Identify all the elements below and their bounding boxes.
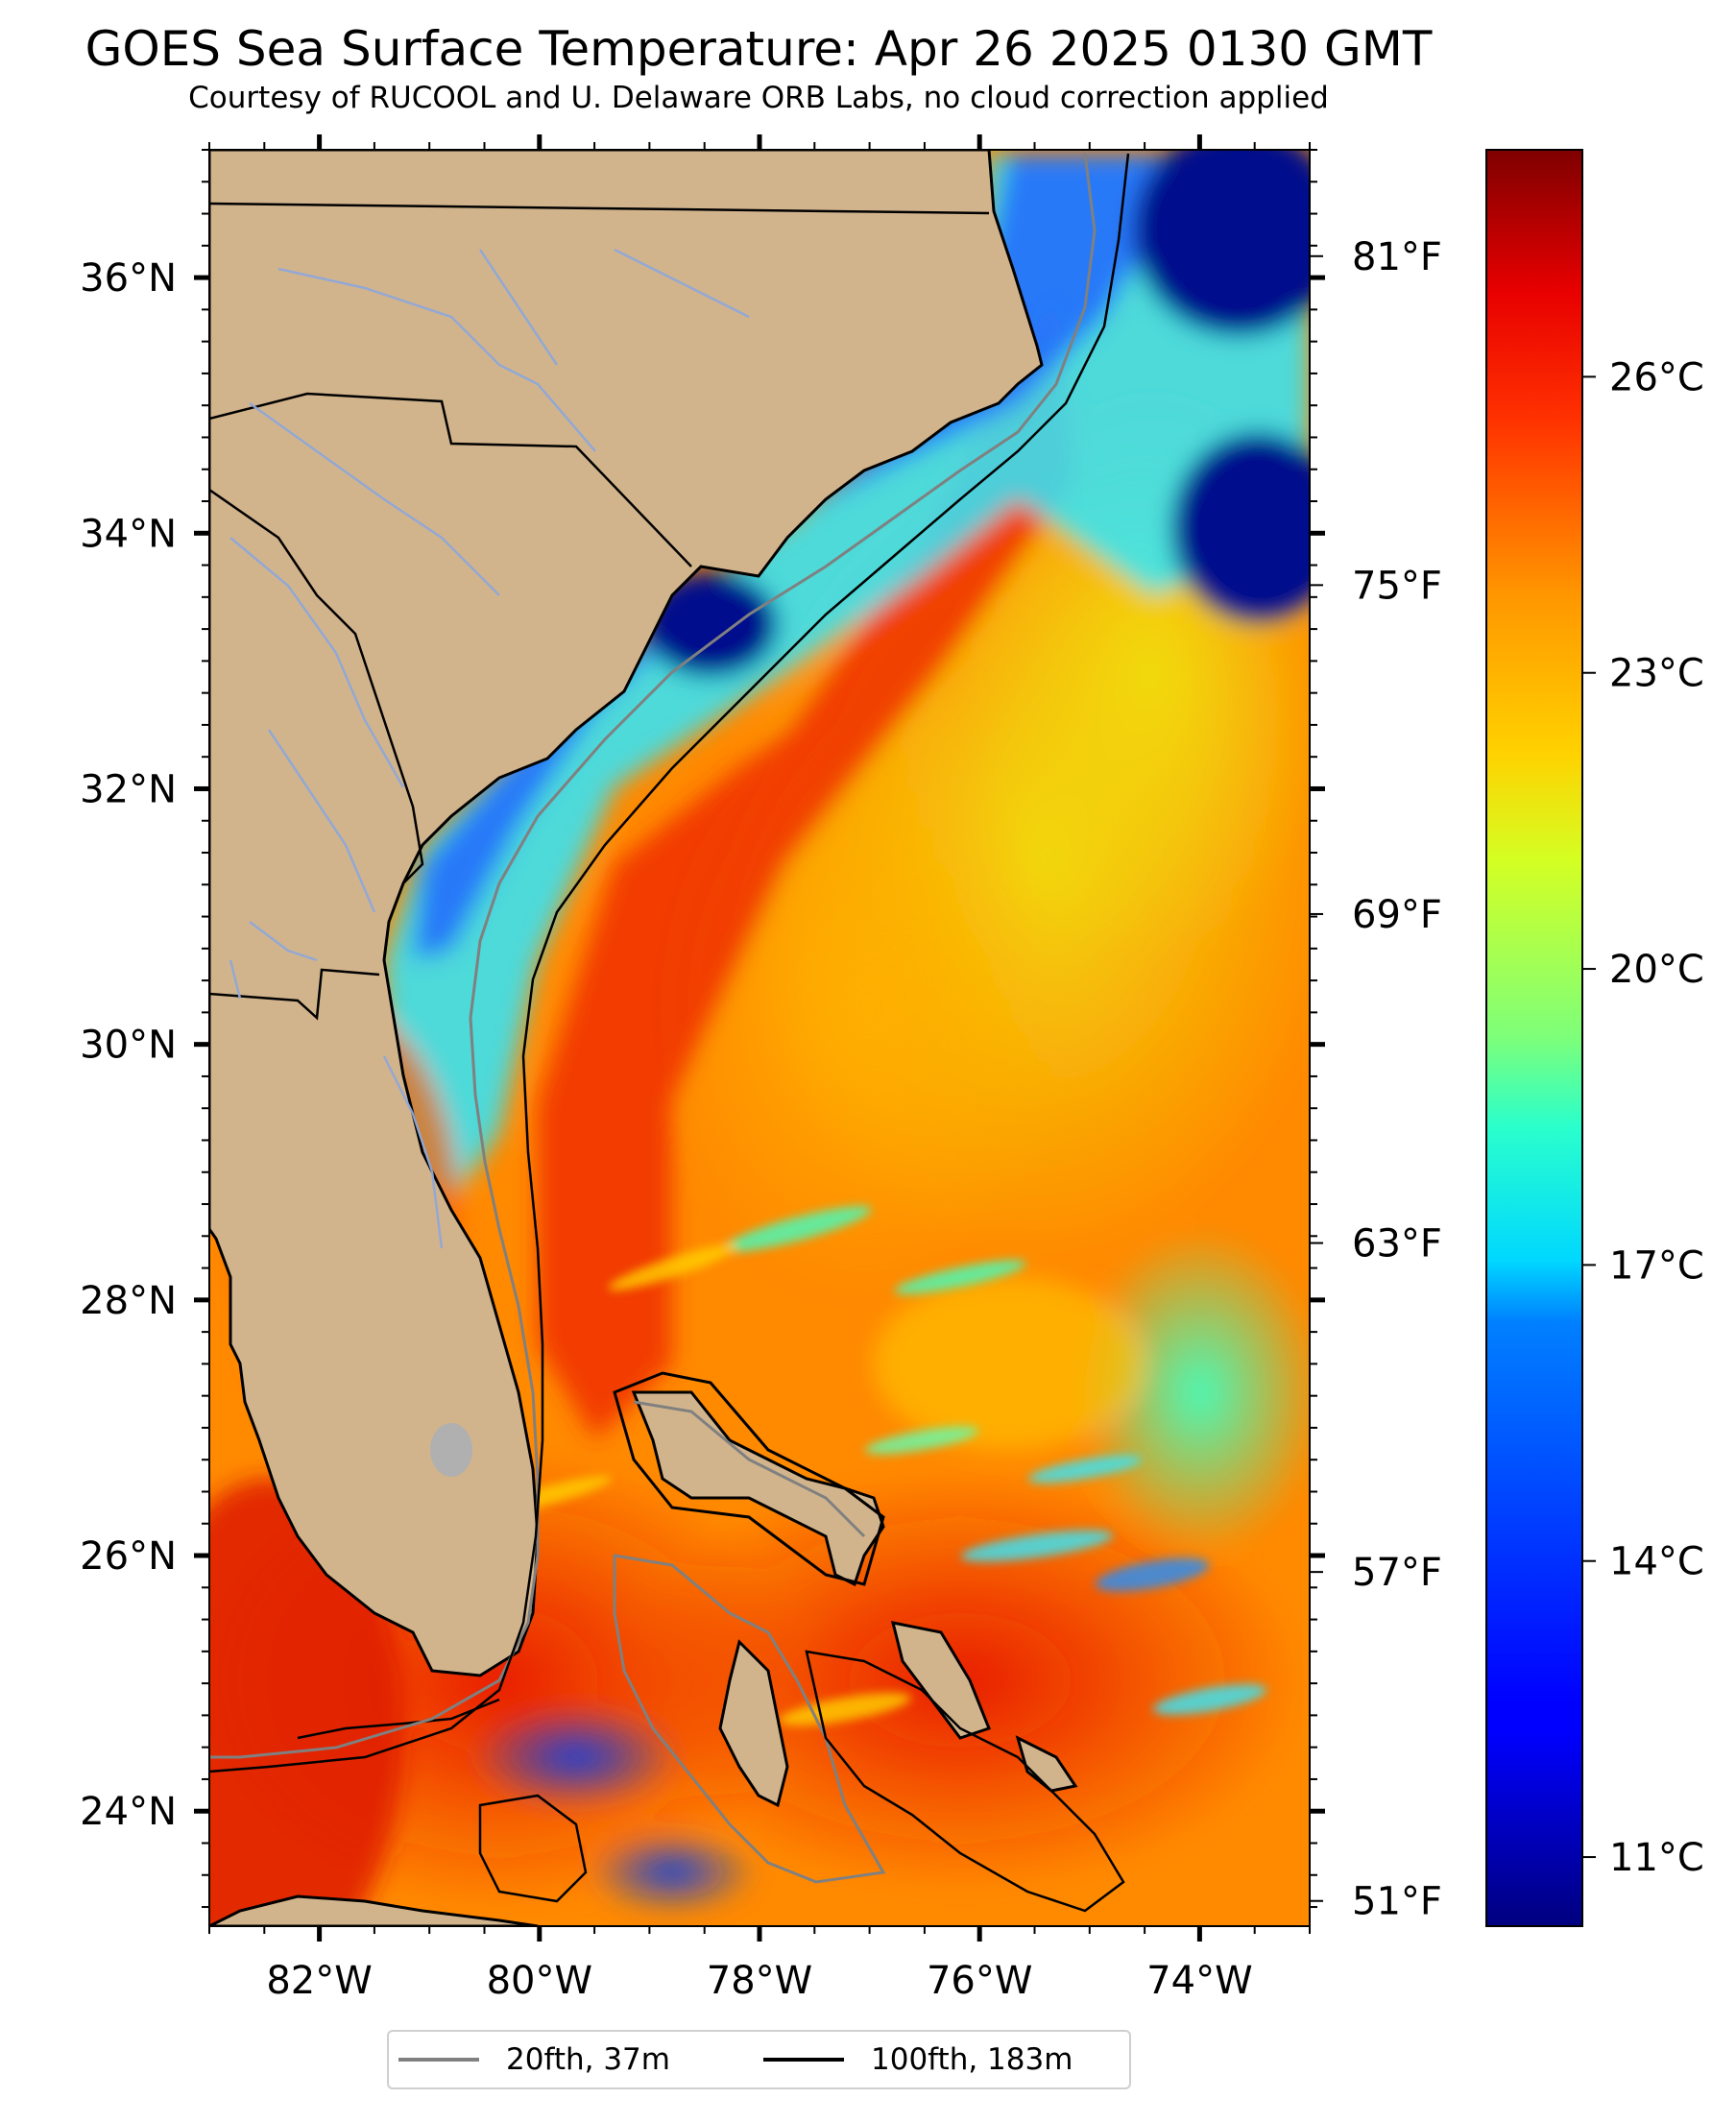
lat-tick-label: 36°N (80, 256, 177, 301)
lat-tick-label: 30°N (80, 1024, 177, 1068)
map-title: GOES Sea Surface Temperature: Apr 26 202… (84, 21, 1433, 77)
lon-tick-label: 78°W (707, 1959, 812, 2003)
map-axes: 82°W 80°W 78°W 76°W 74°W 24°N 26°N 28°N 30°N 32°N… (80, 134, 1442, 2003)
fahrenheit-tick-label: 75°F (1352, 564, 1442, 608)
fahrenheit-tick-label: 63°F (1352, 1222, 1442, 1267)
lat-tick-label: 32°N (80, 767, 177, 811)
celsius-tick-label: 20°C (1609, 948, 1704, 992)
land-masses (209, 150, 1078, 1926)
lat-tick-label: 24°N (80, 1790, 177, 1834)
lat-tick-label: 26°N (80, 1534, 177, 1579)
lon-tick-label: 76°W (927, 1959, 1032, 2003)
fahrenheit-tick-label: 57°F (1352, 1551, 1442, 1595)
legend-label-20fth: 20fth, 37m (506, 2042, 670, 2077)
us-mainland (209, 150, 1044, 1677)
lon-tick-label: 74°W (1146, 1959, 1252, 2003)
legend-label-100fth: 100fth, 183m (871, 2042, 1073, 2077)
lat-tick-label: 28°N (80, 1279, 177, 1323)
celsius-tick-label: 23°C (1609, 652, 1704, 696)
fahrenheit-tick-label: 69°F (1352, 893, 1442, 937)
colorbar-axis: 11°C 14°C 17°C 20°C 23°C 26°C (1582, 355, 1704, 1880)
celsius-tick-label: 14°C (1609, 1540, 1704, 1584)
map-subtitle: Courtesy of RUCOOL and U. Delaware ORB L… (188, 81, 1329, 115)
legend-item-100fth: 100fth, 183m (763, 2032, 1073, 2087)
colorbar (1485, 149, 1583, 1927)
fahrenheit-tick-label: 51°F (1352, 1880, 1442, 1924)
legend-item-20fth: 20fth, 37m (398, 2032, 670, 2087)
legend: 20fth, 37m 100fth, 183m (387, 2030, 1131, 2089)
rivers (229, 248, 750, 1249)
legend-line-gray (398, 2058, 479, 2062)
lon-tick-label: 82°W (266, 1959, 372, 2003)
isobath-contours (209, 153, 1130, 1913)
isobath-100fth (209, 153, 1130, 1773)
legend-line-black (763, 2058, 844, 2062)
celsius-tick-label: 17°C (1609, 1243, 1704, 1288)
lon-tick-label: 80°W (487, 1959, 592, 2003)
fahrenheit-tick-label: 81°F (1352, 235, 1442, 279)
celsius-tick-label: 11°C (1609, 1836, 1704, 1880)
celsius-tick-label: 26°C (1609, 355, 1704, 399)
lat-tick-label: 34°N (80, 512, 177, 556)
